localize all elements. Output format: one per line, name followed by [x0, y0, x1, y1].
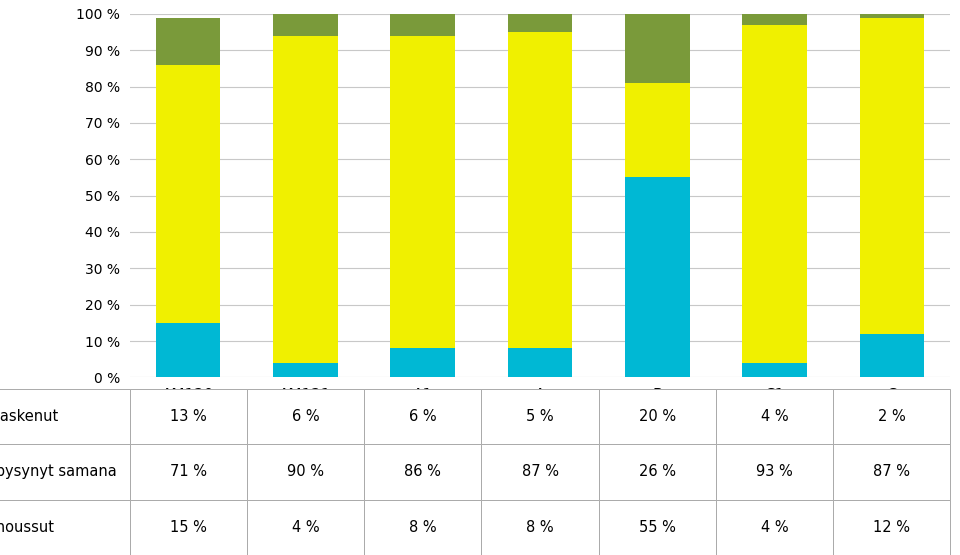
Bar	[274, 36, 338, 363]
Bar	[508, 14, 572, 32]
Bar	[391, 349, 455, 377]
Bar	[508, 349, 572, 377]
Bar	[391, 14, 455, 36]
Bar	[156, 18, 221, 65]
Bar	[859, 18, 924, 334]
Bar	[742, 10, 806, 25]
Bar	[742, 25, 806, 363]
Bar	[859, 334, 924, 377]
Bar	[508, 32, 572, 349]
Bar	[742, 363, 806, 377]
Bar	[274, 14, 338, 36]
Bar	[625, 83, 689, 178]
Bar	[625, 10, 689, 83]
Bar	[625, 178, 689, 377]
Bar	[859, 10, 924, 18]
Bar	[156, 65, 221, 323]
Bar	[274, 363, 338, 377]
Bar	[156, 323, 221, 377]
Bar	[391, 36, 455, 349]
